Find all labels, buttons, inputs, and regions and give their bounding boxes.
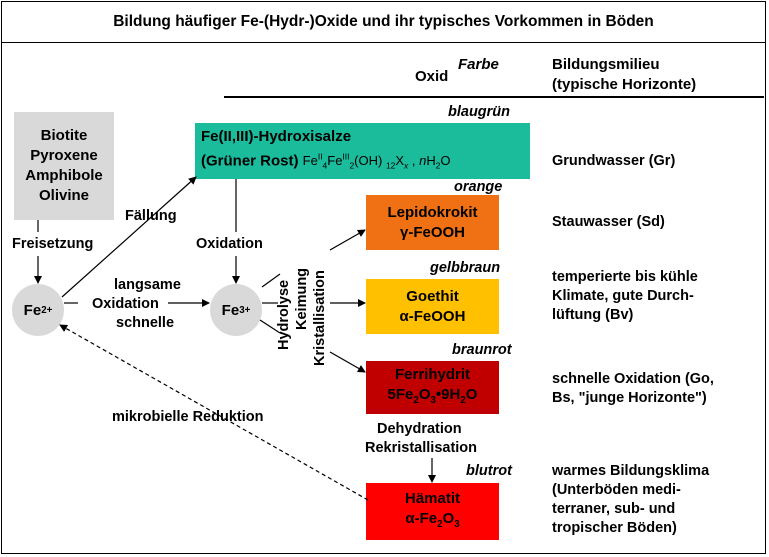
color-label-blaugruen: blaugrün	[448, 104, 511, 120]
diagram-title: Bildung häufiger Fe-(Hydr-)Oxide und ihr…	[1, 1, 766, 43]
oxide-formula-lepidokrokit: γ-FeOOH	[399, 223, 465, 241]
milieu-haematit-line4: tropischer Böden)	[552, 520, 677, 536]
color-label-blutrot: blutrot	[466, 463, 512, 479]
color-label-gelbbraun: gelbbraun	[430, 260, 501, 276]
oxide-box-ferrihydrit: Ferrihydrit 5Fe2O3•9H2O	[366, 361, 499, 414]
oxide-box-gruener-rost: Fe(II,III)-Hydroxisalze (Grüner Rost) Fe…	[195, 123, 530, 179]
fe2-node: Fe 2+	[12, 284, 64, 336]
arrow-mikrobielle-reduktion	[59, 324, 369, 501]
label-oxidation-vertical: Oxidation	[196, 236, 263, 252]
color-label-braunrot: braunrot	[452, 342, 512, 358]
oxide-box-lepidokrokit: Lepidokrokit γ-FeOOH	[366, 195, 499, 250]
header-rule	[224, 96, 764, 98]
milieu-goethit-line1: temperierte bis kühle	[552, 269, 698, 285]
label-langsame: langsame	[114, 277, 181, 293]
label-mikrobielle-reduktion: mikrobielle Reduktion	[112, 409, 264, 425]
label-dehydration: Dehydration	[377, 421, 462, 437]
arrow-to-lepidokrokit-2	[329, 229, 366, 251]
milieu-haematit-line1: warmes Bildungsklima	[552, 463, 710, 479]
milieu-goethit-line2: Klimate, gute Durch-	[552, 288, 694, 304]
label-schnelle: schnelle	[116, 315, 175, 331]
header-milieu-line1: Bildungsmilieu	[552, 56, 660, 73]
oxide-name-haematit: Hämatit	[404, 489, 460, 507]
mineral-pyroxene: Pyroxene	[30, 147, 98, 164]
label-freisetzung: Freisetzung	[12, 236, 94, 252]
arrow-to-lepidokrokit	[261, 273, 281, 288]
mineral-biotite: Biotite	[40, 127, 88, 144]
oxide-box-goethit: Goethit α-FeOOH	[366, 279, 499, 334]
oxide-formula-gruener-rost: FeII4FeIII2(OH) 12Xx , nH2O	[302, 151, 451, 171]
oxide-formula-haematit: α-Fe2O3	[405, 509, 460, 530]
oxide-box-haematit: Hämatit α-Fe2O3	[366, 483, 499, 540]
mineral-olivine: Olivine	[38, 187, 90, 204]
milieu-haematit-line3: terraner, sub- und	[552, 501, 676, 517]
oxide-name-hydroxisalze: Fe(II,III)-Hydroxisalze	[201, 127, 352, 145]
arrow-to-ferrihydrit	[329, 351, 366, 373]
arrow-to-ferrihydrit-stub	[259, 319, 281, 334]
color-label-orange: orange	[454, 179, 503, 195]
header-milieu-line2: (typische Horizonte)	[552, 76, 697, 93]
oxide-name-ferrihydrit: Ferrihydrit	[394, 365, 470, 383]
milieu-stauwasser: Stauwasser (Sd)	[552, 214, 665, 230]
label-faellung: Fällung	[125, 208, 177, 224]
mineral-amphibole: Amphibole	[25, 167, 103, 184]
oxide-name-lepidokrokit: Lepidokrokit	[387, 203, 478, 221]
milieu-grundwasser: Grundwasser (Gr)	[552, 153, 676, 169]
oxide-formula-goethit: α-FeOOH	[399, 307, 466, 325]
arrow-faellung	[61, 176, 197, 298]
oxide-formula-ferrihydrit: 5Fe2O3•9H2O	[387, 385, 478, 406]
milieu-ferrihydrit-line1: schnelle Oxidation (Go,	[552, 371, 714, 387]
header-oxid: Oxid	[415, 68, 449, 85]
milieu-goethit-line3: lüftung (Bv)	[552, 307, 634, 323]
source-minerals-box: Biotite Pyroxene Amphibole Olivine	[14, 112, 114, 220]
label-oxidation-mid: Oxidation	[92, 296, 159, 312]
milieu-haematit-line2: (Unterböden medi-	[552, 482, 681, 498]
header-farbe: Farbe	[458, 56, 499, 73]
label-rekristallisation: Rekristallisation	[365, 440, 478, 456]
milieu-ferrihydrit-line2: Bs, "junge Horizonte")	[552, 390, 707, 406]
oxide-name-gruener-rost: (Grüner Rost)	[201, 151, 299, 169]
oxide-name-goethit: Goethit	[406, 287, 459, 305]
fe3-node: Fe 3+	[210, 284, 262, 336]
